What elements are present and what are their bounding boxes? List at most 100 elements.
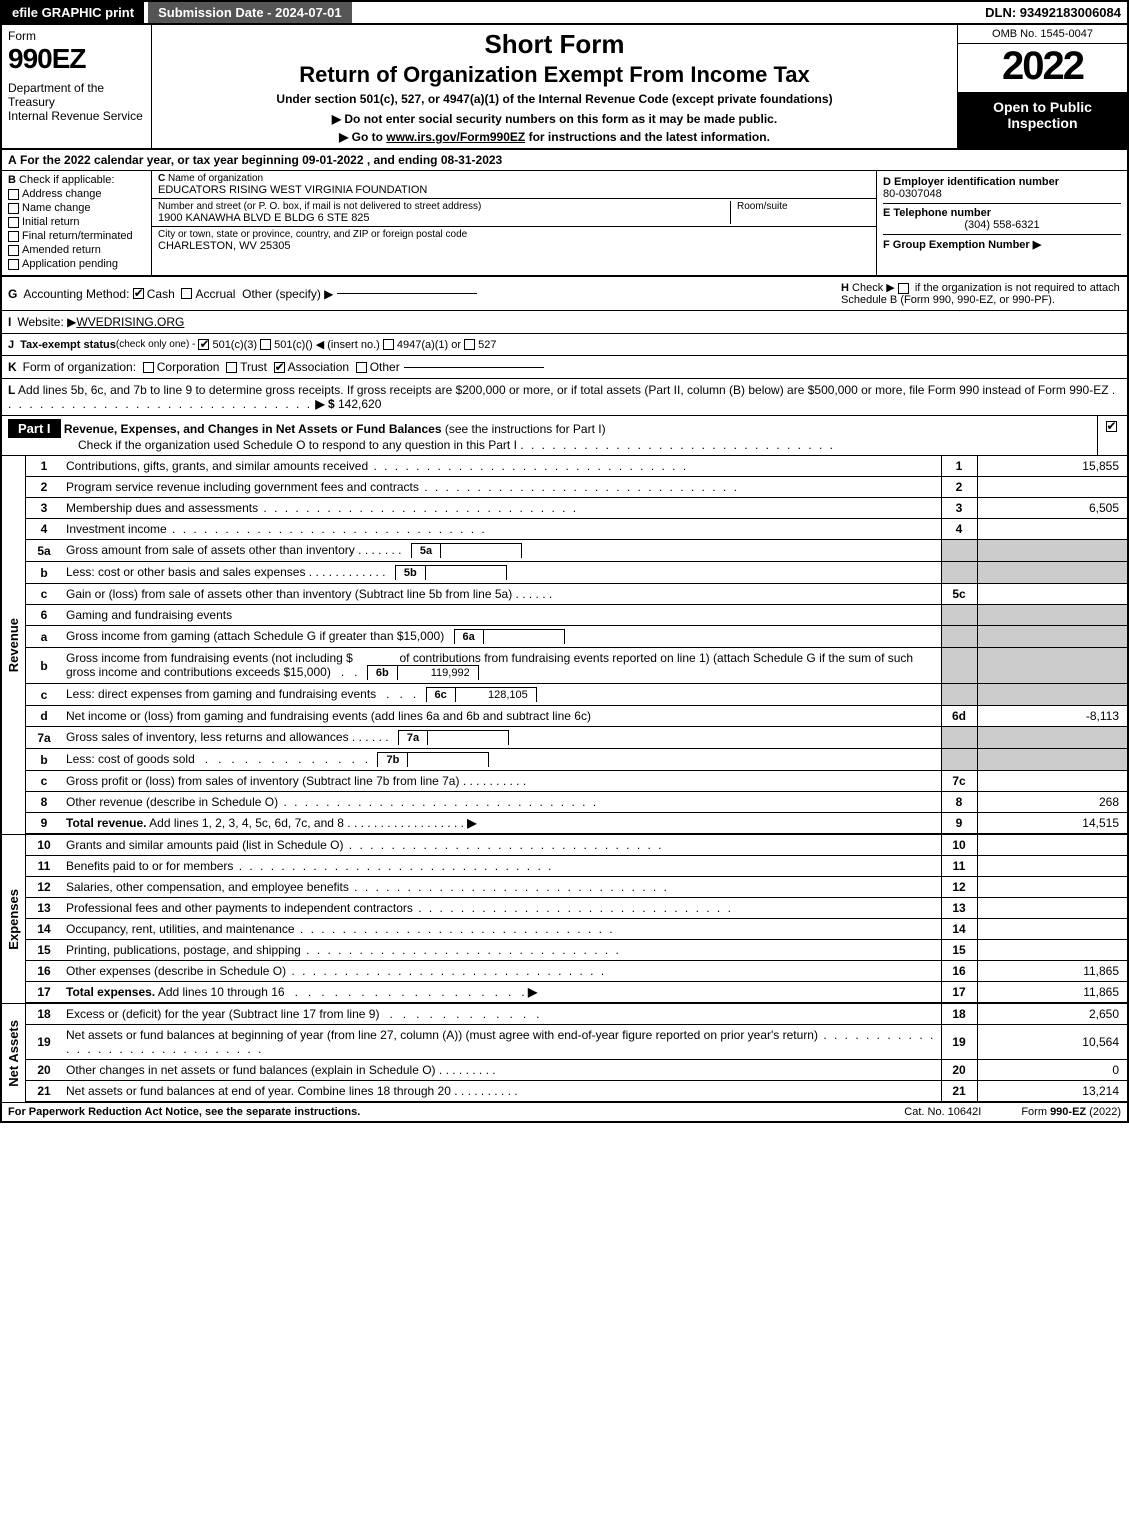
col-d: D Employer identification number 80-0307… xyxy=(877,171,1127,275)
chk-trust[interactable] xyxy=(226,362,237,373)
ko1: Corporation xyxy=(157,360,220,374)
l-text: Add lines 5b, 6c, and 7b to line 9 to de… xyxy=(18,383,1109,397)
instructions-link-row: ▶ Go to www.irs.gov/Form990EZ for instru… xyxy=(160,130,949,144)
row-g: G Accounting Method: Cash Accrual Other … xyxy=(2,277,1127,310)
chk-address-change[interactable]: Address change xyxy=(8,188,145,200)
instructions-link[interactable]: www.irs.gov/Form990EZ xyxy=(386,130,525,144)
ssn-note: ▶ Do not enter social security numbers o… xyxy=(160,112,949,126)
tel-section: E Telephone number (304) 558-6321 xyxy=(883,204,1121,235)
group-exemption-section: F Group Exemption Number ▶ xyxy=(883,235,1121,254)
chk-assoc[interactable] xyxy=(274,362,285,373)
chk-initial-return[interactable]: Initial return xyxy=(8,216,145,228)
link-pre: ▶ Go to xyxy=(339,130,386,144)
chk-final-return[interactable]: Final return/terminated xyxy=(8,230,145,242)
k-text: Form of organization: xyxy=(23,360,136,374)
line-3: 3Membership dues and assessments36,505 xyxy=(26,498,1127,519)
city-lbl: City or town, state or province, country… xyxy=(158,229,870,240)
form-footer: For Paperwork Reduction Act Notice, see … xyxy=(2,1102,1127,1121)
part1-checkbox-cell xyxy=(1097,416,1127,455)
line-2: 2Program service revenue including gover… xyxy=(26,477,1127,498)
line-9: 9Total revenue. Add lines 1, 2, 3, 4, 5c… xyxy=(26,813,1127,834)
form-990ez: efile GRAPHIC print Submission Date - 20… xyxy=(0,0,1129,1123)
chk-h[interactable] xyxy=(898,283,909,294)
org-name-row: C Name of organization EDUCATORS RISING … xyxy=(152,171,876,199)
line-6c: cLess: direct expenses from gaming and f… xyxy=(26,684,1127,706)
l-arrow: ▶ $ xyxy=(315,397,334,411)
other-org-line[interactable] xyxy=(404,367,544,368)
netassets-table: 18Excess or (deficit) for the year (Subt… xyxy=(26,1004,1127,1102)
chk-527[interactable] xyxy=(464,339,475,350)
line-5a: 5aGross amount from sale of assets other… xyxy=(26,540,1127,562)
col-b: B Check if applicable: Address change Na… xyxy=(2,171,152,275)
form-header: Form 990EZ Department of the Treasury In… xyxy=(2,25,1127,150)
netassets-vlabel: Net Assets xyxy=(6,1020,21,1087)
o4: 527 xyxy=(478,339,496,351)
line-4: 4Investment income4 xyxy=(26,519,1127,540)
cash-lbl: Cash xyxy=(147,287,175,301)
revenue-table: 1Contributions, gifts, grants, and simil… xyxy=(26,456,1127,834)
o2b: ) ◀ (insert no.) xyxy=(309,338,380,351)
form-word: Form xyxy=(8,29,145,43)
omb-number: OMB No. 1545-0047 xyxy=(958,25,1127,44)
row-a-label: A xyxy=(8,153,17,167)
accrual-lbl: Accrual xyxy=(195,287,235,301)
col-b-hdr: Check if applicable: xyxy=(19,174,114,186)
efile-print-button[interactable]: efile GRAPHIC print xyxy=(2,2,144,23)
website-link[interactable]: WVEDRISING.ORG xyxy=(76,315,184,329)
chk-amended-return[interactable]: Amended return xyxy=(8,244,145,256)
other-lbl: Other (specify) ▶ xyxy=(242,287,333,301)
l-label: L xyxy=(8,383,15,397)
k-label: K xyxy=(8,360,17,374)
header-left: Form 990EZ Department of the Treasury In… xyxy=(2,25,152,148)
chk-name-change[interactable]: Name change xyxy=(8,202,145,214)
part1-title: Revenue, Expenses, and Changes in Net As… xyxy=(64,422,442,436)
line-21: 21Net assets or fund balances at end of … xyxy=(26,1081,1127,1102)
department-label: Department of the Treasury Internal Reve… xyxy=(8,81,145,123)
chk-corp[interactable] xyxy=(143,362,154,373)
expenses-table: 10Grants and similar amounts paid (list … xyxy=(26,835,1127,1003)
col-b-label: B xyxy=(8,174,16,186)
d-label: D xyxy=(883,176,891,188)
row-h: H Check ▶ if the organization is not req… xyxy=(841,281,1121,306)
ko2: Trust xyxy=(240,360,267,374)
expenses-vlabel-col: Expenses xyxy=(2,835,26,1003)
chk-cash[interactable] xyxy=(133,288,144,299)
other-specify-line[interactable] xyxy=(337,293,477,294)
chk-501c3[interactable] xyxy=(198,339,209,350)
org-name: EDUCATORS RISING WEST VIRGINIA FOUNDATIO… xyxy=(158,184,870,196)
city-val: CHARLESTON, WV 25305 xyxy=(158,240,870,252)
col-c: C Name of organization EDUCATORS RISING … xyxy=(152,171,877,275)
row-i: I Website: ▶ WVEDRISING.ORG xyxy=(2,310,1127,333)
c-label: C xyxy=(158,173,165,184)
chk-part1-schedule-o[interactable] xyxy=(1106,421,1117,432)
line-6d: dNet income or (loss) from gaming and fu… xyxy=(26,706,1127,727)
chk-application-pending[interactable]: Application pending xyxy=(8,258,145,270)
expenses-section: Expenses 10Grants and similar amounts pa… xyxy=(2,835,1127,1004)
expenses-vlabel: Expenses xyxy=(6,889,21,950)
chk-501c[interactable] xyxy=(260,339,271,350)
netassets-vlabel-col: Net Assets xyxy=(2,1004,26,1102)
i-label: I xyxy=(8,315,11,329)
line-8: 8Other revenue (describe in Schedule O)8… xyxy=(26,792,1127,813)
tel-lbl: Telephone number xyxy=(893,207,991,219)
footer-left: For Paperwork Reduction Act Notice, see … xyxy=(8,1106,360,1118)
short-form-title: Short Form xyxy=(160,29,949,60)
revenue-vlabel: Revenue xyxy=(6,618,21,672)
topbar: efile GRAPHIC print Submission Date - 20… xyxy=(2,2,1127,25)
street-lbl: Number and street (or P. O. box, if mail… xyxy=(158,201,730,212)
f-label: F xyxy=(883,239,890,251)
footer-right: Form 990-EZ (2022) xyxy=(1021,1106,1121,1118)
form-subtitle: Under section 501(c), 527, or 4947(a)(1)… xyxy=(160,92,949,106)
o2: 501(c)( xyxy=(274,339,309,351)
line-14: 14Occupancy, rent, utilities, and mainte… xyxy=(26,919,1127,940)
chk-4947[interactable] xyxy=(383,339,394,350)
footer-center: Cat. No. 10642I xyxy=(904,1106,981,1118)
ko3: Association xyxy=(288,360,349,374)
chk-other-org[interactable] xyxy=(356,362,367,373)
name-lbl: Name of organization xyxy=(168,173,263,184)
chk-accrual[interactable] xyxy=(181,288,192,299)
submission-date-button[interactable]: Submission Date - 2024-07-01 xyxy=(148,2,352,23)
entity-block: B Check if applicable: Address change Na… xyxy=(2,171,1127,277)
line-6a: aGross income from gaming (attach Schedu… xyxy=(26,626,1127,648)
line-16: 16Other expenses (describe in Schedule O… xyxy=(26,961,1127,982)
